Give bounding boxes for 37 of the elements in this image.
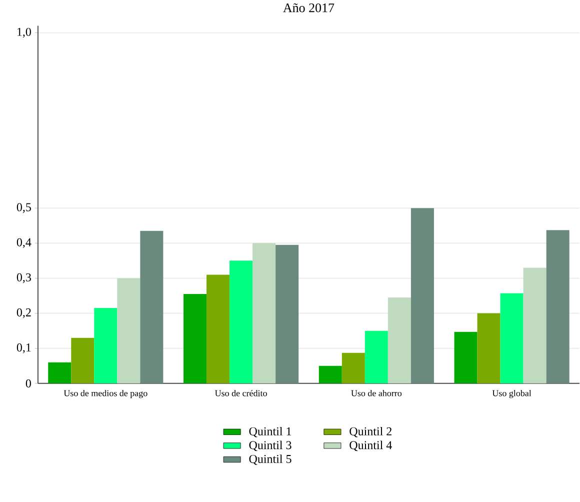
x-tick-label: Uso global (492, 390, 532, 398)
legend-label: Quintil 3 (249, 440, 292, 451)
y-tick-label: 0,3 (16, 273, 31, 283)
bar (546, 230, 570, 384)
y-tick-label: 0,5 (16, 203, 31, 213)
x-tick-label: Uso de ahorro (351, 390, 402, 396)
bar (477, 313, 500, 384)
bar (184, 294, 207, 384)
y-tick-label: 0,1 (16, 343, 31, 354)
bar (276, 244, 299, 384)
bar (523, 268, 546, 384)
y-tick-label: 0 (26, 379, 31, 388)
bar (71, 338, 94, 384)
bar (252, 242, 276, 384)
bar (117, 278, 140, 384)
bar (364, 330, 388, 384)
bar (410, 208, 434, 384)
y-tick-label: 1,0 (18, 28, 31, 38)
bar (318, 366, 342, 384)
legend-label: Quintil 5 (249, 454, 292, 465)
bar (206, 274, 230, 384)
y-tick-label: 0,4 (16, 238, 32, 248)
x-tick-label: Uso de crédito (215, 390, 267, 396)
y-tick-label: 0,2 (16, 308, 31, 318)
legend-label: Quintil 1 (249, 426, 292, 438)
bar (140, 230, 164, 384)
legend-label: Quintil 2 (350, 426, 392, 438)
x-tick-label: Uso de medios de pago (64, 390, 148, 398)
bar (342, 352, 365, 384)
bar (230, 260, 253, 384)
bar (454, 332, 478, 384)
bar (94, 308, 118, 384)
bar (388, 297, 411, 384)
bar (48, 362, 72, 384)
bar (500, 293, 524, 384)
legend-label: Quintil 4 (350, 440, 392, 451)
chart-title: Año 2017 (283, 3, 334, 12)
